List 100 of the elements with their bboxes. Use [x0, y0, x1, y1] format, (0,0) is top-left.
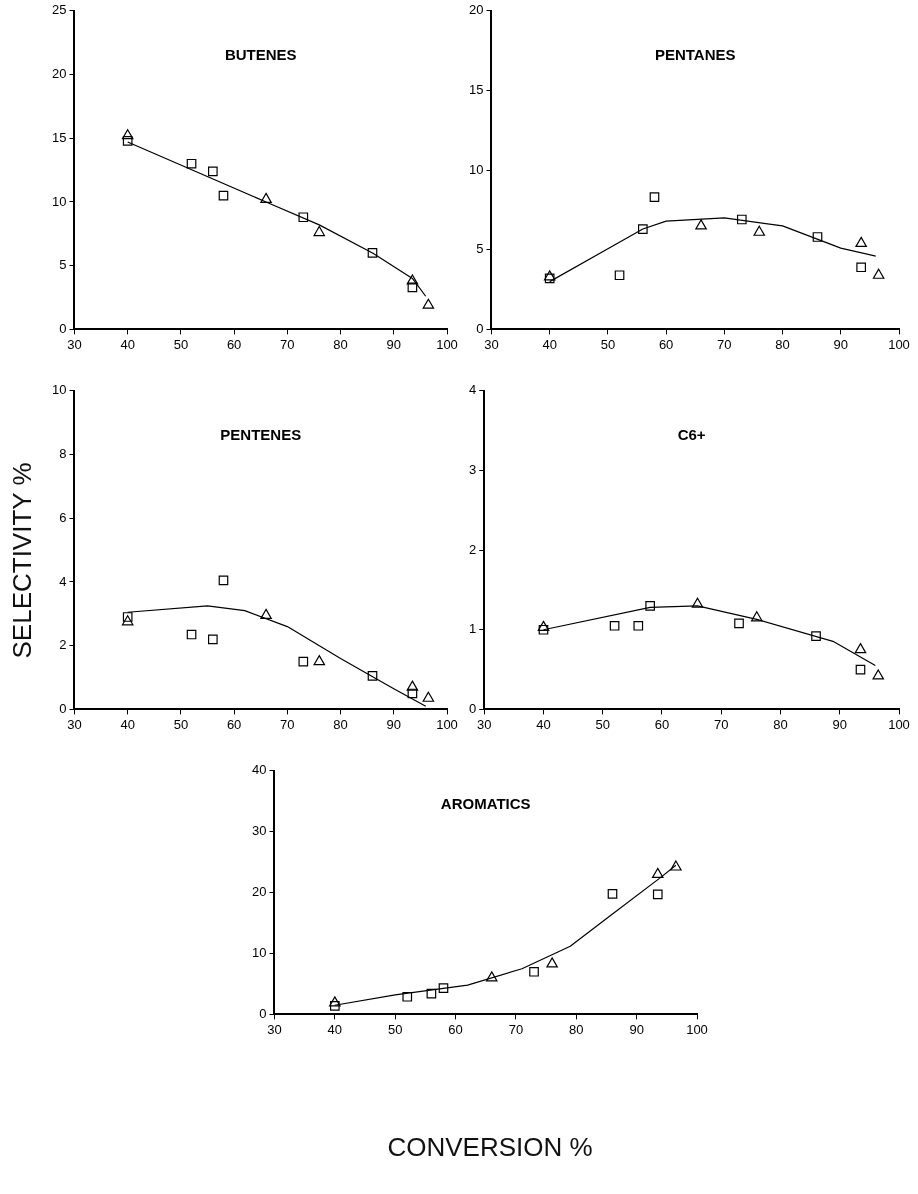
x-tick-label: 70 [717, 336, 732, 352]
point [186, 158, 197, 169]
point [260, 608, 272, 620]
point [407, 282, 418, 293]
point [854, 643, 867, 654]
y-tick-label: 15 [51, 129, 67, 145]
point [546, 957, 558, 968]
point [537, 620, 550, 631]
x-tick-label: 70 [280, 716, 295, 732]
point [538, 624, 549, 635]
x-tick-label: 100 [436, 716, 458, 732]
x-tick-label: 90 [833, 336, 849, 352]
point [298, 212, 309, 223]
x-tick-label: 60 [658, 336, 674, 352]
point [218, 190, 229, 201]
x-tick-label: 100 [888, 716, 910, 732]
x-tick-label: 70 [714, 716, 729, 732]
y-tick-label: 6 [59, 509, 67, 525]
text: C6+ [677, 425, 706, 443]
point [122, 612, 133, 622]
point [695, 219, 707, 230]
y-tick-label: 3 [469, 462, 477, 478]
point [426, 988, 437, 999]
point [811, 631, 821, 641]
point [645, 601, 655, 611]
x-tick-label: 90 [832, 716, 847, 732]
x-tick-label: 70 [280, 336, 295, 352]
x-tick-label: 40 [536, 716, 551, 732]
point [438, 983, 449, 994]
point [652, 889, 663, 900]
point [872, 669, 885, 680]
x-tick-label: 50 [595, 716, 610, 732]
point [856, 262, 866, 273]
point [751, 611, 763, 622]
point [260, 192, 272, 204]
point [691, 597, 704, 608]
y-tick-label: 0 [259, 1005, 267, 1021]
point [614, 270, 625, 281]
point [736, 214, 747, 225]
point [670, 860, 682, 871]
x-tick-label: 60 [226, 336, 242, 352]
point [609, 620, 620, 631]
x-axis-title: CONVERSION % [387, 1132, 593, 1163]
y-tick-label: 10 [468, 161, 484, 177]
y-tick-label: 0 [476, 320, 484, 336]
x-tick-label: 40 [327, 1021, 343, 1037]
x-tick-label: 50 [600, 336, 616, 352]
x-tick-label: 90 [386, 716, 402, 732]
y-tick-label: 8 [59, 446, 67, 462]
y-tick-label: 0 [469, 700, 477, 716]
point [121, 615, 134, 626]
point [122, 135, 133, 146]
point [872, 268, 885, 279]
y-tick-label: 20 [251, 884, 267, 900]
point [734, 618, 744, 629]
x-tick-label: 60 [654, 716, 670, 732]
x-tick-label: 80 [569, 1021, 584, 1037]
point [207, 634, 218, 645]
point [651, 867, 664, 878]
point [633, 620, 644, 631]
point [529, 966, 539, 977]
point [753, 225, 766, 236]
y-tick-label: 4 [469, 382, 477, 398]
point [367, 248, 378, 258]
y-tick-label: 20 [468, 2, 484, 18]
point [607, 888, 618, 899]
point [367, 671, 378, 681]
y-tick-label: 2 [469, 541, 477, 557]
point [637, 224, 648, 234]
point [121, 129, 134, 140]
point [329, 996, 341, 1007]
point [313, 655, 326, 666]
y-tick-label: 5 [59, 257, 67, 273]
point [402, 991, 413, 1002]
point [298, 656, 309, 667]
point [329, 1001, 340, 1011]
point [407, 688, 418, 699]
text: BUTENES [224, 45, 297, 63]
x-tick-label: 40 [120, 336, 135, 352]
y-tick-label: 30 [251, 823, 267, 839]
point [313, 225, 326, 237]
point [855, 664, 866, 675]
y-tick-label: 5 [476, 241, 484, 257]
y-tick-label: 10 [51, 193, 67, 209]
y-axis-title: SELECTIVITY % [6, 461, 38, 659]
x-tick-label: 70 [508, 1021, 524, 1037]
x-tick-label: 30 [267, 1021, 282, 1037]
point [422, 298, 435, 309]
y-tick-label: 40 [251, 762, 267, 778]
point [218, 575, 229, 586]
x-tick-label: 80 [333, 716, 348, 732]
x-tick-label: 80 [333, 336, 348, 352]
x-tick-label: 50 [387, 1021, 403, 1037]
y-tick-label: 15 [468, 82, 484, 98]
text: AROMATICS [440, 795, 531, 813]
point [207, 166, 218, 177]
point [855, 236, 867, 247]
x-tick-label: 40 [542, 336, 557, 352]
y-tick-label: 4 [59, 573, 67, 589]
y-tick-label: 10 [251, 945, 267, 961]
